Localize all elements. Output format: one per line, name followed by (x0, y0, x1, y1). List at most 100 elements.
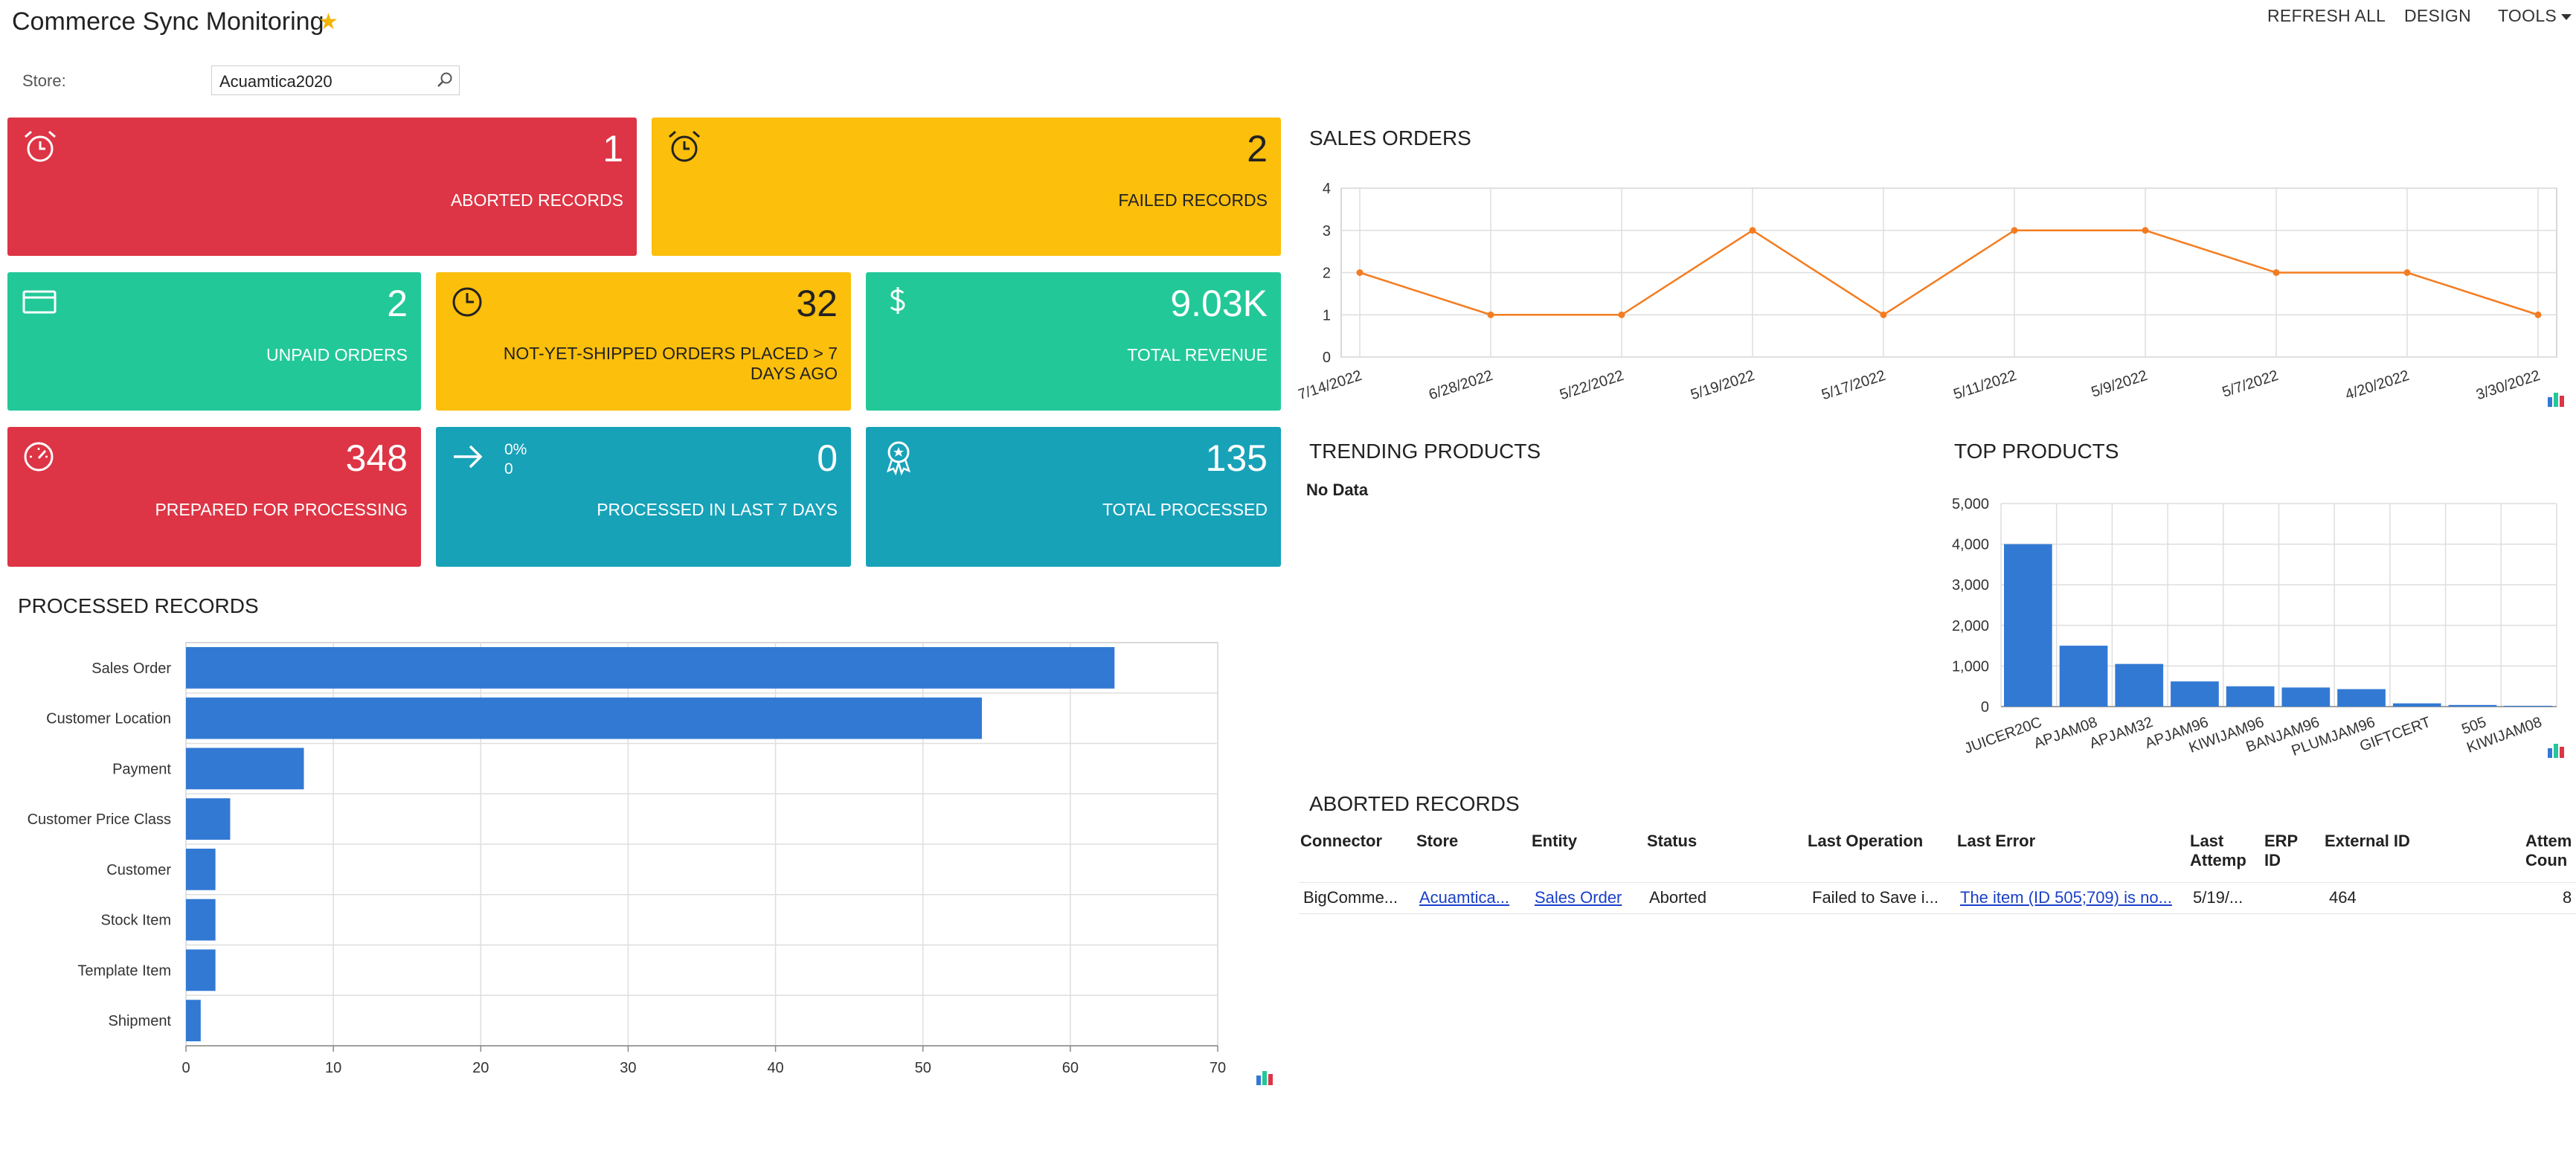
clock-icon (452, 287, 482, 317)
sales-order-point[interactable] (1880, 311, 1887, 318)
chart-type-icon[interactable] (2547, 390, 2566, 408)
unpaid-orders-value: 2 (387, 283, 408, 324)
x-tick-label: 10 (325, 1060, 341, 1076)
table-column-header[interactable]: External ID (2325, 832, 2410, 850)
table-column-header[interactable]: Last Operation (1808, 832, 1924, 850)
sales-orders-title: SALES ORDERS (1309, 126, 1471, 150)
sales-order-point[interactable] (1487, 311, 1494, 318)
total-revenue-label: TOTAL REVENUE (1127, 345, 1268, 364)
y-tick-label: 2 (1323, 266, 1331, 282)
top-product-bar[interactable] (2004, 544, 2052, 707)
y-category-label: Customer Location (46, 711, 171, 727)
sales-orders-series-line (1359, 229, 2539, 316)
table-column-header[interactable]: Attem Coun (2525, 832, 2572, 869)
top-product-bar[interactable] (2115, 663, 2164, 707)
sales-order-point[interactable] (2534, 311, 2542, 318)
processed-record-bar[interactable] (186, 798, 231, 840)
aborted-records-value: 1 (603, 128, 623, 170)
top-product-bar[interactable] (2226, 686, 2275, 707)
design-button[interactable]: DESIGN (2404, 6, 2471, 25)
table-cell-link[interactable]: The item (ID 505;709) is no... (1960, 888, 2172, 907)
processed-record-bar[interactable] (186, 1000, 201, 1041)
x-tick-label: 20 (472, 1060, 489, 1076)
table-column-header[interactable]: Last Error (1957, 832, 2036, 850)
processed-record-bar[interactable] (186, 647, 1115, 689)
trending-products-title: TRENDING PRODUCTS (1309, 440, 1541, 463)
table-column-header[interactable]: Entity (1532, 832, 1578, 850)
aborted-records-tile[interactable]: 1 ABORTED RECORDS (7, 118, 637, 256)
aborted-records-label: ABORTED RECORDS (450, 190, 623, 210)
top-product-bar[interactable] (2171, 681, 2219, 707)
x-tick-label: 30 (620, 1060, 636, 1076)
table-divider (1299, 882, 2576, 883)
top-product-bar[interactable] (2448, 704, 2497, 707)
favorite-star-icon[interactable]: ★ (318, 10, 338, 34)
sales-order-point[interactable] (2403, 269, 2411, 276)
processed-7-days-label: PROCESSED IN LAST 7 DAYS (597, 500, 838, 519)
table-column-header[interactable]: Store (1416, 832, 1459, 850)
prepared-processing-label: PREPARED FOR PROCESSING (155, 500, 408, 519)
tools-menu[interactable]: TOOLS (2498, 6, 2572, 26)
dollar-icon (890, 287, 905, 314)
processed-record-bar[interactable] (186, 697, 982, 739)
y-tick-label: 0 (1323, 350, 1331, 366)
failed-records-tile[interactable]: 2 FAILED RECORDS (652, 118, 1281, 256)
prepared-processing-tile[interactable]: 348 PREPARED FOR PROCESSING (7, 427, 421, 567)
table-cell-link[interactable]: Sales Order (1535, 888, 1622, 907)
x-tick-label: 40 (767, 1060, 783, 1076)
y-tick-label: 1,000 (1952, 658, 1989, 675)
table-column-header[interactable]: ERP ID (2264, 832, 2299, 869)
table-column-header[interactable]: Status (1647, 832, 1697, 850)
table-column-header[interactable]: Connector (1300, 832, 1382, 850)
sales-order-point[interactable] (2011, 227, 2018, 234)
arrow-right-icon (454, 445, 483, 469)
tools-label: TOOLS (2498, 6, 2557, 25)
sales-order-point[interactable] (1749, 227, 1756, 234)
top-product-bar[interactable] (2504, 705, 2552, 707)
refresh-all-button[interactable]: REFRESH ALL (2267, 6, 2386, 25)
processed-record-bar[interactable] (186, 898, 216, 941)
table-cell-link[interactable]: Acuamtica... (1419, 888, 1510, 907)
table-divider (1299, 913, 2576, 914)
trending-no-data: No Data (1306, 480, 1369, 499)
processed-7-days-mini: 0% 0 (504, 440, 527, 479)
not-shipped-orders-value: 32 (796, 283, 838, 324)
top-product-bar[interactable] (2337, 689, 2386, 707)
sales-order-point[interactable] (1356, 269, 1364, 276)
y-tick-label: 4,000 (1952, 537, 1989, 553)
unpaid-orders-label: UNPAID ORDERS (266, 345, 408, 364)
x-tick-label: 5/9/2022 (2090, 367, 2150, 401)
processed-7-days-tile[interactable]: 0% 0 0 PROCESSED IN LAST 7 DAYS (436, 427, 851, 567)
search-icon[interactable] (435, 71, 455, 90)
top-product-bar[interactable] (2281, 687, 2331, 707)
sales-orders-chart: 0 1 2 3 4 7/14/2022 6/28/2022 5/22/2022 5/19/20… (1298, 181, 2557, 403)
store-selector[interactable]: Acuamtica2020 (211, 65, 460, 95)
chart-type-icon[interactable] (1256, 1068, 1275, 1086)
processed-record-bar[interactable] (186, 849, 216, 890)
not-shipped-orders-tile[interactable]: 32 NOT-YET-SHIPPED ORDERS PLACED > 7 DAY… (436, 272, 851, 411)
sales-order-point[interactable] (2142, 227, 2149, 234)
total-processed-label: TOTAL PROCESSED (1102, 500, 1268, 519)
x-tick-label: 6/28/2022 (1427, 367, 1494, 403)
total-processed-tile[interactable]: 135 TOTAL PROCESSED (866, 427, 1281, 567)
total-revenue-tile[interactable]: 9.03K TOTAL REVENUE (866, 272, 1281, 411)
sales-order-point[interactable] (1618, 311, 1625, 318)
top-product-bar[interactable] (2059, 646, 2108, 707)
table-column-header[interactable]: Last Attemp (2190, 832, 2246, 869)
table-cell: Aborted (1649, 888, 1707, 907)
x-tick-label: 5/7/2022 (2220, 367, 2281, 401)
top-product-bar[interactable] (2392, 703, 2441, 707)
y-tick-label: 1 (1323, 307, 1331, 324)
total-revenue-value: 9.03K (1170, 283, 1268, 324)
chart-type-icon[interactable] (2547, 741, 2566, 759)
processed-record-bar[interactable] (186, 949, 216, 991)
page-title: Commerce Sync Monitoring (12, 7, 324, 36)
unpaid-orders-tile[interactable]: 2 UNPAID ORDERS (7, 272, 421, 411)
not-shipped-orders-label-line1: NOT-YET-SHIPPED ORDERS PLACED > 7 (503, 344, 838, 363)
y-tick-label: 4 (1323, 181, 1331, 197)
x-tick-label: 60 (1062, 1060, 1079, 1076)
sales-order-point[interactable] (2273, 269, 2280, 276)
processed-record-bar[interactable] (186, 748, 304, 790)
credit-card-icon (22, 290, 57, 314)
x-tick-label: 7/14/2022 (1298, 367, 1364, 403)
